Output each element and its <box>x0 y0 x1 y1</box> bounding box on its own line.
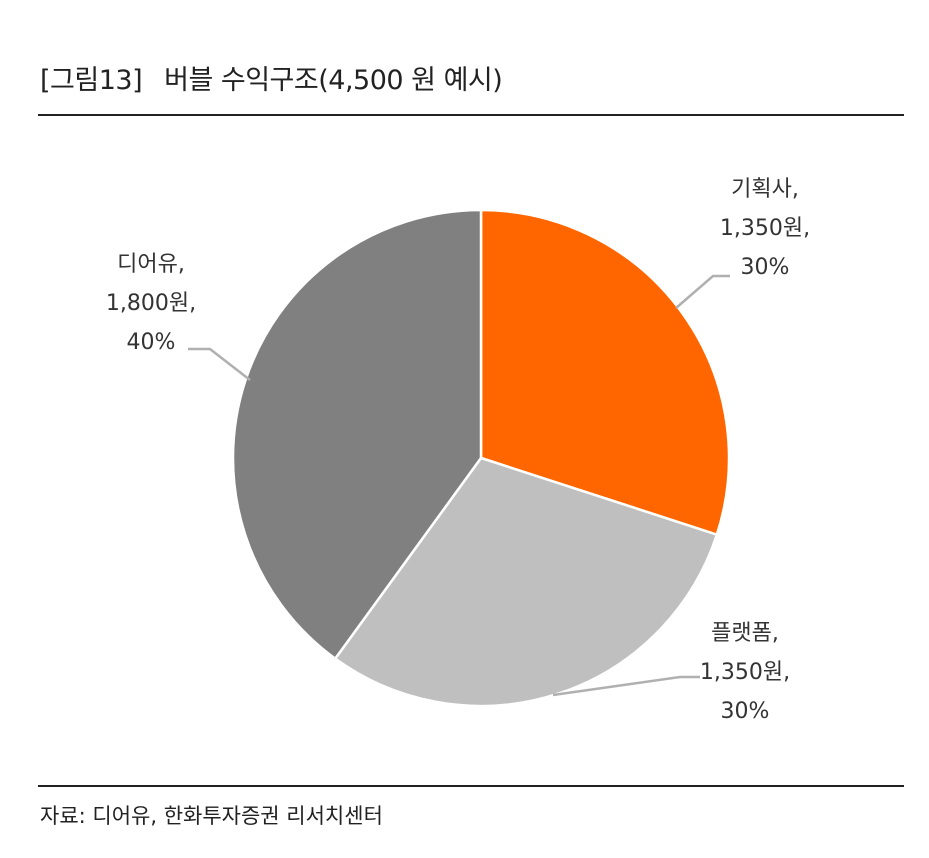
data-label-1-line-2: 1,350원, <box>720 216 810 241</box>
leader-line-1 <box>675 274 730 309</box>
figure-title: 버블 수익구조(4,500 원 예시) <box>164 65 503 96</box>
data-label-2-line-3: 30% <box>721 699 770 724</box>
data-label-3-line-1: 디어유, <box>117 252 185 277</box>
chart-title: [그림13] 버블 수익구조(4,500 원 예시) <box>40 58 503 97</box>
data-label-1-line-3: 30% <box>741 255 790 280</box>
top-divider <box>38 114 904 116</box>
source-note: 자료: 디어유, 한화투자증권 리서치센터 <box>40 804 383 828</box>
pie-slice-3 <box>231 208 483 661</box>
data-label-2-line-2: 1,350원, <box>700 660 790 685</box>
data-label-1-line-1: 기획사, <box>731 177 799 202</box>
data-label-3-line-3: 40% <box>127 330 176 355</box>
pie-slice-1 <box>479 208 731 537</box>
leader-line-2 <box>552 675 700 697</box>
figure-number: [그림13] <box>40 65 143 96</box>
data-label-3-line-2: 1,800원, <box>106 291 196 316</box>
bottom-divider <box>38 785 904 787</box>
data-label-2-line-1: 플랫폼, <box>711 621 779 646</box>
leader-line-3 <box>188 347 251 381</box>
